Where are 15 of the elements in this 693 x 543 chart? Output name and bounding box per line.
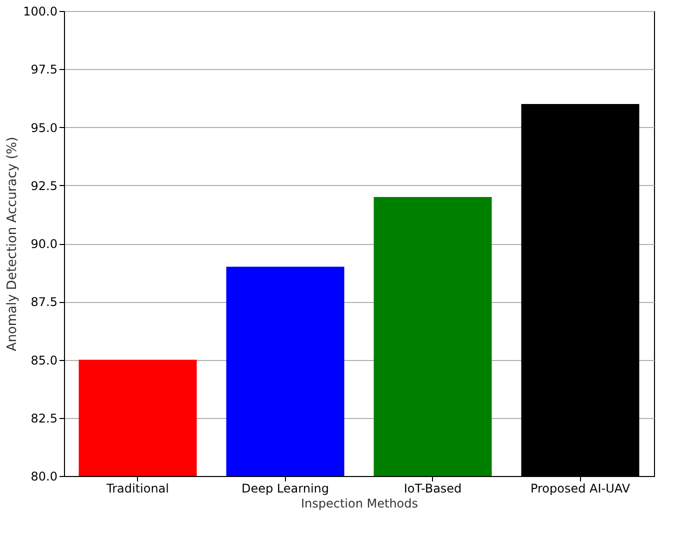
- y-tick-label: 90.0: [30, 237, 58, 251]
- y-axis-title: Anomaly Detection Accuracy (%): [5, 136, 20, 352]
- x-tick-label: Proposed AI-UAV: [530, 482, 631, 496]
- y-tick-label: 82.5: [30, 411, 58, 426]
- x-tick-label: IoT-Based: [404, 482, 462, 496]
- y-tick-label: 95.0: [30, 120, 58, 135]
- x-tick-label: Traditional: [106, 482, 169, 496]
- y-tick-label: 80.0: [30, 470, 58, 484]
- y-tick-label: 97.5: [30, 62, 58, 77]
- x-tick-label: Deep Learning: [241, 482, 330, 496]
- y-tick-label: 87.5: [30, 295, 58, 310]
- y-tick-label: 100.0: [23, 4, 58, 18]
- y-tick-label: 85.0: [30, 353, 58, 368]
- x-axis-title: Inspection Methods: [300, 496, 418, 510]
- y-tick-label: 92.5: [30, 178, 58, 193]
